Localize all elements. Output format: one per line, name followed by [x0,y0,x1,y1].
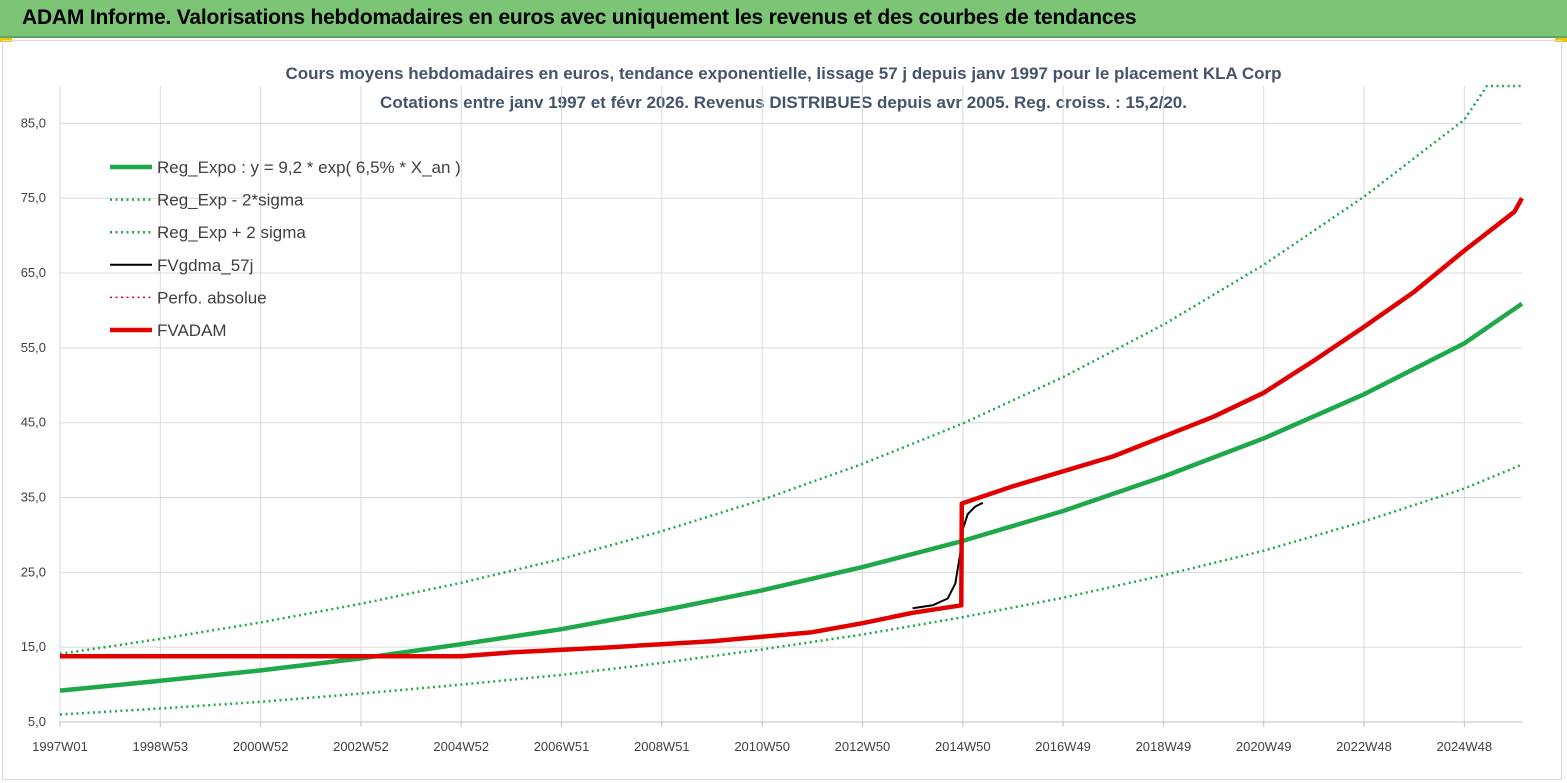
y-tick-label: 25,0 [21,564,46,579]
x-tick-label: 2006W51 [534,739,590,754]
x-tick-label: 2020W49 [1236,739,1292,754]
series-line-3 [912,501,984,610]
legend-label-2: Reg_Exp + 2 sigma [157,223,306,242]
x-tick-label: 2012W50 [835,739,891,754]
y-tick-label: 5,0 [28,714,46,729]
series-line-4 [60,197,1523,657]
y-tick-label: 75,0 [21,190,46,205]
x-tick-label: 2024W48 [1436,739,1492,754]
y-tick-label: 15,0 [21,639,46,654]
legend-label-5: FVADAM [157,321,227,340]
x-tick-label: 2018W49 [1136,739,1192,754]
x-tick-label: 2002W52 [333,739,389,754]
legend-label-4: Perfo. absolue [157,288,267,307]
y-axis-ticks: 85,0 75,0 65,0 55,0 45,0 35,0 25,0 15,0 5,0 [21,115,46,729]
y-tick-label: 85,0 [21,115,46,130]
series-line-1 [59,463,1523,716]
chart-subtitle: Cotations entre janv 1997 et févr 2026. … [380,93,1187,112]
series-line-0 [59,301,1524,693]
x-tick-label: 2022W48 [1336,739,1392,754]
page-title: ADAM Informe. Valorisations hebdomadaire… [22,6,1137,29]
y-tick-label: 55,0 [21,340,46,355]
chart-frame [2,40,1562,780]
chart-series [59,84,1524,716]
x-tick-label: 2014W50 [935,739,991,754]
chart-title: Cours moyens hebdomadaires en euros, ten… [285,64,1282,83]
legend-label-3: FVgdma_57j [157,256,253,275]
chart-grid [59,86,1522,727]
x-tick-label: 2004W52 [433,739,489,754]
legend-label-1: Reg_Exp - 2*sigma [157,191,304,210]
series-line-2 [59,84,1522,656]
x-tick-label: 1997W01 [32,739,88,754]
x-tick-label: 1998W53 [132,739,188,754]
x-tick-label: 2008W51 [634,739,690,754]
legend-label-0: Reg_Expo : y = 9,2 * exp( 6,5% * X_an ) [157,158,461,177]
y-tick-label: 45,0 [21,415,46,430]
chart-legend: Reg_Expo : y = 9,2 * exp( 6,5% * X_an ) R… [110,158,461,340]
x-tick-label: 2016W49 [1035,739,1091,754]
x-tick-label: 2000W52 [233,739,289,754]
series-line-5 [60,197,1524,659]
y-tick-label: 65,0 [21,265,46,280]
x-tick-label: 2010W50 [734,739,790,754]
y-tick-label: 35,0 [21,490,46,505]
header-banner: ADAM Informe. Valorisations hebdomadaire… [0,0,1567,38]
x-axis-ticks: 1997W01 1998W53 2000W52 2002W52 2004W52 2006W… [32,739,1492,754]
